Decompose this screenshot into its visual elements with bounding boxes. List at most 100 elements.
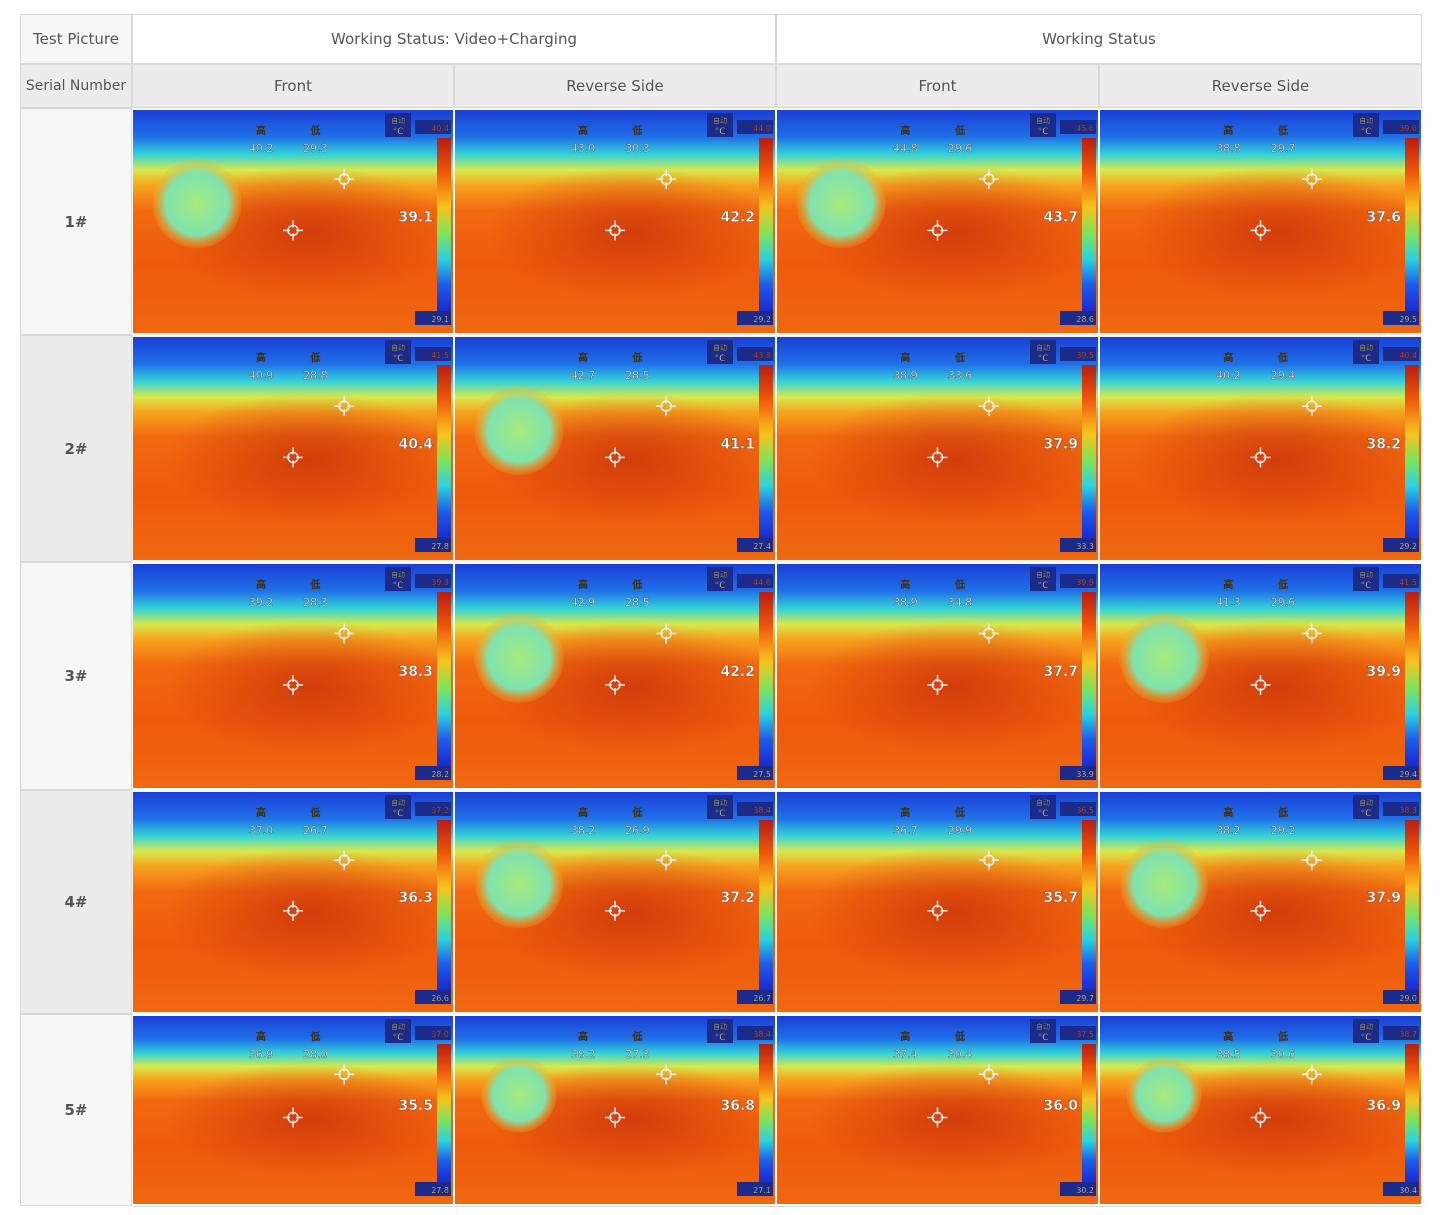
unit-box	[385, 795, 411, 819]
low-label: 低	[1277, 1030, 1288, 1043]
auto-mode-label: 自动	[391, 116, 405, 125]
min-temperature-value: 29.4	[1271, 369, 1296, 382]
low-label: 低	[631, 578, 642, 591]
scale-min-box	[737, 311, 773, 325]
high-label: 高	[256, 1030, 266, 1043]
celsius-unit-label: °C	[1038, 581, 1049, 591]
hotspot-crosshair-icon	[1301, 850, 1322, 871]
center-temperature-value: 42.2	[720, 210, 755, 226]
hot-zone	[165, 847, 453, 979]
unit-box	[707, 1019, 733, 1043]
scale-min-box	[415, 990, 451, 1004]
max-temperature-value: 38.8	[1216, 142, 1241, 155]
thermal-image: 38.7 30.4 自动 °C 高 低 38.5 30.6 36.9	[1100, 1016, 1421, 1204]
max-temperature-value: 38.2	[571, 1048, 596, 1061]
temperature-scale-bar	[1405, 820, 1419, 990]
hotspot-crosshair-icon	[978, 850, 999, 871]
high-label: 高	[256, 578, 266, 591]
low-label: 低	[954, 351, 965, 364]
scale-max-box	[1060, 120, 1096, 134]
scale-min-value: 27.8	[431, 542, 449, 551]
thermal-image: 38.4 27.1 自动 °C 高 低 38.2 27.3 36.8	[455, 1016, 775, 1204]
auto-mode-label: 自动	[1359, 570, 1373, 579]
center-crosshair-icon	[927, 900, 948, 921]
scale-max-box	[415, 120, 451, 134]
center-temperature-value: 36.3	[398, 890, 433, 906]
high-label: 高	[900, 124, 910, 137]
low-label: 低	[631, 806, 642, 819]
scale-min-value: 29.2	[1399, 542, 1417, 551]
max-temperature-value: 40.2	[249, 142, 274, 155]
min-temperature-value: 30.6	[1271, 1048, 1296, 1061]
auto-mode-label: 自动	[1036, 116, 1050, 125]
center-temperature-value: 38.2	[1366, 437, 1401, 453]
unit-box	[1030, 567, 1056, 591]
hotspot-crosshair-icon	[656, 850, 677, 871]
unit-box	[1030, 1019, 1056, 1043]
temperature-scale-bar	[437, 365, 451, 538]
center-crosshair-icon	[1250, 1107, 1271, 1128]
max-temperature-value: 38.5	[1216, 1048, 1241, 1061]
scale-max-value: 41.5	[1399, 578, 1417, 587]
row-label-serial: 2#	[20, 335, 132, 562]
min-temperature-value: 26.7	[303, 824, 328, 837]
scale-min-box	[737, 990, 773, 1004]
scale-min-value: 28.2	[431, 770, 449, 779]
scale-max-box	[1060, 802, 1096, 816]
hotspot-crosshair-icon	[656, 1064, 677, 1085]
scale-min-value: 29.1	[431, 315, 449, 324]
min-temperature-value: 28.3	[303, 596, 328, 609]
header-front-a: Front	[132, 64, 454, 108]
temperature-scale-bar	[1405, 138, 1419, 311]
auto-mode-label: 自动	[713, 1022, 727, 1031]
scale-min-value: 29.4	[1399, 770, 1417, 779]
center-crosshair-icon	[927, 447, 948, 468]
min-temperature-value: 29.9	[948, 824, 973, 837]
scale-max-value: 43.8	[753, 351, 771, 360]
header-working-status: Working Status	[776, 14, 1422, 64]
celsius-unit-label: °C	[715, 809, 726, 819]
auto-mode-label: 自动	[713, 570, 727, 579]
high-label: 高	[1223, 806, 1233, 819]
hotspot-crosshair-icon	[334, 623, 355, 644]
temperature-scale-bar	[1082, 365, 1096, 538]
hotspot-crosshair-icon	[656, 169, 677, 190]
center-temperature-value: 36.9	[1366, 1098, 1401, 1114]
hotspot-crosshair-icon	[334, 169, 355, 190]
auto-mode-label: 自动	[391, 343, 405, 352]
center-temperature-value: 42.2	[720, 664, 755, 680]
unit-box	[707, 340, 733, 364]
thermal-image: 40.4 29.1 自动 °C 高 低 40.2 29.3 39.1	[133, 110, 453, 333]
hotspot-crosshair-icon	[334, 850, 355, 871]
min-temperature-value: 29.6	[1271, 596, 1296, 609]
header-test-picture: Test Picture	[20, 14, 132, 64]
min-temperature-value: 29.3	[303, 142, 328, 155]
unit-box	[1353, 567, 1379, 591]
min-temperature-value: 30.3	[625, 142, 650, 155]
camera-lens-blob	[474, 613, 564, 703]
scale-min-box	[737, 538, 773, 552]
center-crosshair-icon	[1250, 220, 1271, 241]
header-serial-number: Serial Number	[20, 64, 132, 108]
high-label: 高	[578, 578, 588, 591]
thermal-test-table: Test Picture Working Status: Video+Charg…	[20, 14, 1422, 1207]
hotspot-crosshair-icon	[1301, 169, 1322, 190]
center-crosshair-icon	[605, 220, 625, 241]
center-temperature-value: 37.2	[720, 890, 755, 906]
low-label: 低	[954, 578, 965, 591]
scale-min-value: 33.9	[1076, 770, 1094, 779]
auto-mode-label: 自动	[1036, 1022, 1050, 1031]
center-temperature-value: 37.9	[1366, 890, 1401, 906]
unit-box	[707, 113, 733, 137]
scale-max-box	[415, 347, 451, 361]
camera-lens-blob	[475, 840, 563, 929]
hot-zone	[1132, 165, 1421, 300]
low-label: 低	[309, 578, 320, 591]
high-label: 高	[1223, 124, 1233, 137]
center-crosshair-icon	[1250, 447, 1271, 468]
low-label: 低	[1277, 806, 1288, 819]
celsius-unit-label: °C	[1361, 809, 1372, 819]
min-temperature-value: 29.6	[948, 142, 973, 155]
max-temperature-value: 36.7	[893, 824, 918, 837]
high-label: 高	[900, 578, 910, 591]
